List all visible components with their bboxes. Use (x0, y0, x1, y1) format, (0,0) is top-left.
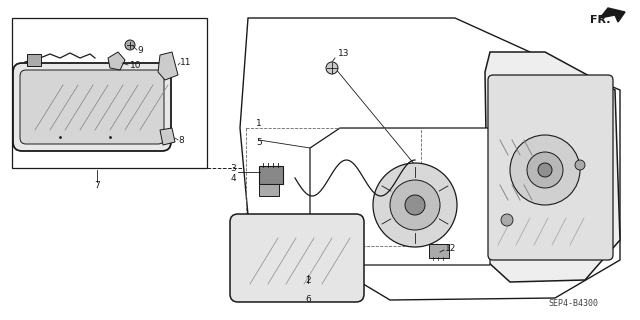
Circle shape (125, 40, 135, 50)
Circle shape (390, 180, 440, 230)
Text: 13: 13 (338, 49, 349, 58)
Circle shape (510, 135, 580, 205)
Text: 12: 12 (445, 244, 456, 252)
FancyBboxPatch shape (13, 63, 171, 151)
Text: 6: 6 (305, 295, 311, 304)
FancyBboxPatch shape (230, 214, 364, 302)
Text: 10: 10 (130, 60, 141, 69)
Text: 9: 9 (137, 45, 143, 54)
Text: SEP4-B4300: SEP4-B4300 (548, 299, 598, 308)
Bar (246, 128, 421, 246)
Polygon shape (108, 52, 125, 70)
Circle shape (326, 62, 338, 74)
FancyBboxPatch shape (488, 75, 613, 260)
Text: 3: 3 (230, 164, 236, 172)
Bar (12, 18, 207, 168)
Text: 2: 2 (305, 276, 311, 285)
Circle shape (575, 160, 585, 170)
Polygon shape (240, 18, 620, 300)
FancyBboxPatch shape (429, 244, 449, 258)
Text: 11: 11 (180, 58, 191, 67)
Text: 7: 7 (94, 180, 100, 189)
Polygon shape (158, 52, 178, 80)
FancyBboxPatch shape (259, 166, 283, 184)
Polygon shape (310, 128, 490, 265)
Polygon shape (600, 8, 625, 22)
FancyBboxPatch shape (259, 184, 279, 196)
Text: FR.: FR. (590, 15, 611, 25)
Circle shape (501, 214, 513, 226)
Circle shape (538, 163, 552, 177)
Text: 8: 8 (178, 135, 184, 145)
Circle shape (527, 152, 563, 188)
Polygon shape (160, 128, 175, 145)
Text: 1: 1 (256, 119, 262, 128)
Circle shape (373, 163, 457, 247)
Circle shape (405, 195, 425, 215)
Text: 4: 4 (230, 173, 236, 182)
FancyBboxPatch shape (27, 54, 41, 66)
Text: 5: 5 (256, 138, 262, 147)
FancyBboxPatch shape (20, 70, 164, 144)
Polygon shape (485, 52, 620, 282)
